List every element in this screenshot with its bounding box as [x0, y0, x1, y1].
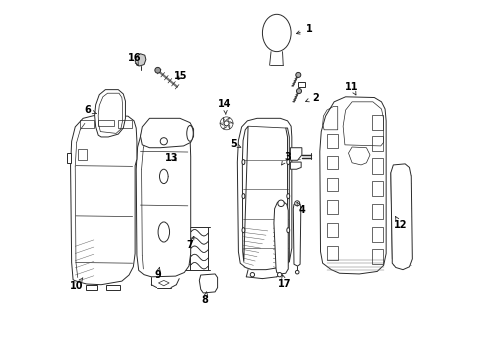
Polygon shape [158, 280, 169, 286]
Bar [326, 246, 338, 260]
Text: 10: 10 [70, 278, 83, 291]
Polygon shape [136, 123, 190, 277]
Polygon shape [135, 54, 145, 66]
Text: 16: 16 [127, 53, 141, 66]
Ellipse shape [277, 273, 281, 277]
Ellipse shape [295, 72, 300, 77]
Polygon shape [70, 116, 137, 285]
Bar [371, 136, 382, 151]
Bar [118, 120, 132, 128]
Text: 11: 11 [344, 82, 357, 95]
Ellipse shape [286, 228, 289, 233]
Polygon shape [86, 285, 97, 291]
Bar [371, 158, 382, 174]
Polygon shape [140, 118, 193, 148]
Text: 14: 14 [218, 99, 231, 114]
Ellipse shape [158, 222, 169, 242]
Polygon shape [94, 90, 125, 137]
Polygon shape [106, 285, 120, 291]
Bar [98, 120, 114, 126]
Text: 8: 8 [201, 292, 208, 305]
Polygon shape [66, 153, 70, 163]
Ellipse shape [155, 67, 160, 73]
Bar [326, 223, 338, 237]
Bar [371, 226, 382, 242]
Ellipse shape [286, 194, 289, 199]
Ellipse shape [250, 273, 254, 277]
Ellipse shape [242, 194, 244, 199]
Polygon shape [390, 164, 411, 270]
Bar [80, 120, 94, 128]
Bar [371, 181, 382, 196]
Ellipse shape [277, 200, 284, 207]
Bar [78, 149, 86, 160]
Polygon shape [273, 202, 287, 274]
Ellipse shape [160, 138, 167, 145]
Text: 3: 3 [281, 152, 290, 165]
Bar [326, 178, 338, 192]
Text: 4: 4 [296, 202, 305, 216]
Bar [371, 204, 382, 219]
Ellipse shape [242, 228, 244, 233]
Ellipse shape [186, 126, 193, 141]
Text: 12: 12 [393, 217, 407, 230]
Bar [326, 134, 338, 148]
Ellipse shape [262, 14, 290, 51]
Bar [371, 115, 382, 130]
Text: 2: 2 [305, 93, 318, 103]
Ellipse shape [159, 169, 168, 184]
Polygon shape [237, 118, 291, 270]
Ellipse shape [242, 159, 244, 165]
Bar [326, 156, 338, 169]
Polygon shape [290, 148, 301, 160]
Bar [371, 249, 382, 264]
Ellipse shape [286, 159, 289, 165]
Text: 15: 15 [174, 71, 187, 81]
Text: 7: 7 [186, 237, 194, 249]
Polygon shape [293, 203, 300, 266]
Ellipse shape [224, 121, 228, 126]
Text: 9: 9 [154, 267, 161, 280]
Ellipse shape [295, 270, 298, 274]
Polygon shape [319, 97, 386, 274]
Text: 1: 1 [296, 24, 312, 35]
Polygon shape [199, 274, 217, 293]
Text: 17: 17 [278, 275, 291, 289]
Text: 13: 13 [164, 153, 178, 163]
Ellipse shape [294, 201, 299, 206]
Text: 6: 6 [84, 105, 96, 115]
Text: 5: 5 [230, 139, 240, 149]
Bar [326, 201, 338, 214]
Ellipse shape [296, 89, 301, 94]
Bar [297, 82, 305, 87]
Polygon shape [290, 162, 301, 169]
